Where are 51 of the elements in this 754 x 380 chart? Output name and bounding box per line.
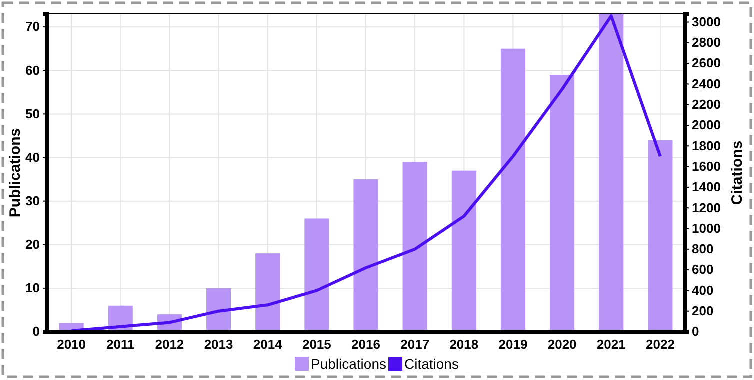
legend-label: Citations [404, 356, 459, 372]
y2-tick-label: 1000 [692, 220, 721, 236]
y2-tick-label: 400 [692, 282, 714, 298]
y2-tick-label: 3000 [692, 14, 721, 30]
x-tick-label: 2011 [106, 337, 135, 352]
legend-label: Publications [311, 356, 386, 372]
y2-tick-label: 800 [692, 242, 714, 257]
x-tick-label: 2014 [253, 337, 284, 352]
x-tick-label: 2020 [548, 337, 577, 352]
bar [354, 180, 378, 332]
y-tick-label: 10 [26, 280, 40, 296]
y-tick-label: 0 [32, 324, 40, 340]
x-tick-label: 2021 [596, 337, 626, 352]
x-tick-label: 2016 [352, 337, 380, 352]
y-tick-label: 50 [26, 106, 40, 122]
x-tick-label: 2010 [57, 337, 86, 352]
x-tick-label: 2022 [646, 337, 675, 352]
x-tick-label: 2015 [302, 337, 332, 352]
x-tick-label: 2019 [498, 337, 528, 352]
y2-tick-label: 2200 [692, 97, 721, 112]
bar [550, 74, 575, 332]
y2-tick-label: 1200 [692, 200, 721, 216]
line-series [70, 14, 662, 332]
y2-tick-label: 1800 [692, 138, 721, 154]
y2-tick-label: 200 [692, 304, 714, 319]
x-tick-label: 2017 [400, 337, 430, 352]
y2-tick-label: 600 [692, 262, 714, 278]
y2-tick-label: 2600 [692, 56, 721, 71]
y-tick-label: 70 [26, 19, 40, 34]
bar [648, 140, 673, 332]
y-tick-label: 20 [26, 237, 40, 252]
bar [402, 162, 428, 332]
y2-tick-label: 1600 [692, 158, 721, 174]
bar [500, 48, 526, 332]
y-tick-label: 30 [26, 193, 40, 208]
y2-axis-title: Citations [729, 140, 746, 206]
y2-tick-label: 2800 [692, 35, 721, 50]
bar [599, 14, 624, 332]
y2-tick-label: 2400 [692, 76, 721, 92]
x-tick-label: 2012 [155, 337, 184, 352]
y-tick-label: 60 [26, 62, 40, 78]
y2-tick-label: 1400 [692, 180, 721, 195]
y2-tick-label: 0 [692, 324, 700, 340]
x-tick-label: 2013 [204, 337, 234, 352]
y-axis-title: Publications [7, 128, 24, 218]
bar [256, 254, 280, 332]
y2-tick-label: 2000 [692, 118, 721, 133]
y-tick-label: 40 [26, 150, 40, 165]
x-tick-label: 2018 [450, 337, 479, 352]
bar [304, 218, 330, 332]
bar [452, 170, 476, 332]
